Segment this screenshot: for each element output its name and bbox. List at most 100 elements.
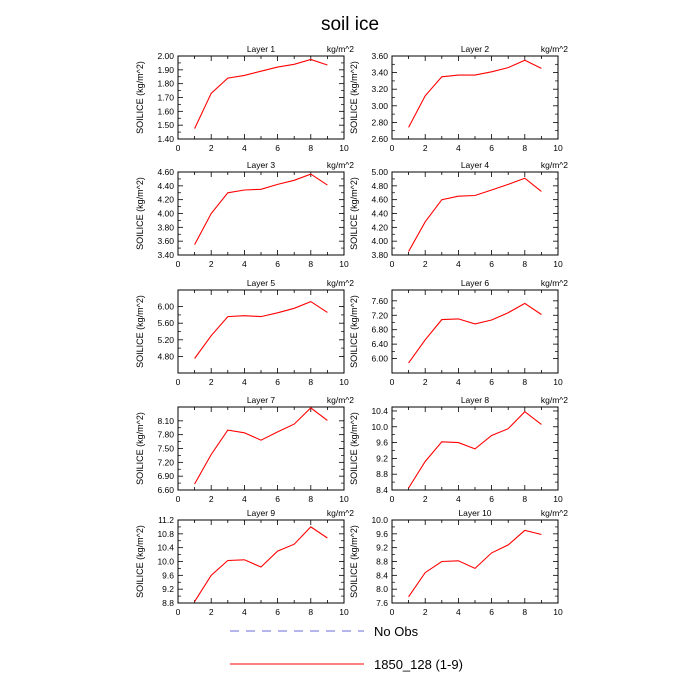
y-tick-label: 10.4	[157, 543, 174, 553]
x-tick-label: 10	[339, 143, 349, 153]
x-tick-label: 10	[553, 259, 563, 269]
y-tick-label: 4.20	[371, 222, 388, 232]
y-tick-label: 4.60	[371, 195, 388, 205]
y-tick-label: 2.00	[157, 51, 174, 61]
series-line	[194, 526, 328, 602]
x-tick-label: 6	[275, 494, 280, 504]
panel-units: kg/m^2	[541, 395, 568, 405]
y-tick-label: 1.90	[157, 65, 174, 75]
y-tick-label: 8.4	[376, 570, 388, 580]
plot-frame	[391, 55, 559, 140]
x-tick-label: 4	[456, 607, 461, 617]
x-tick-label: 8	[308, 607, 313, 617]
x-tick-label: 6	[489, 377, 494, 387]
y-axis-label: SOILICE (kg/m^2)	[135, 412, 145, 485]
x-tick-label: 10	[553, 607, 563, 617]
y-axis-label: SOILICE (kg/m^2)	[135, 525, 145, 598]
y-tick-label: 6.90	[157, 471, 174, 481]
panel-label: Layer 4	[461, 160, 490, 170]
panel-label: Layer 9	[247, 508, 276, 518]
y-axis-label: SOILICE (kg/m^2)	[349, 295, 359, 368]
y-tick-label: 1.70	[157, 93, 174, 103]
panel-6: 0 2 4 6 8 10 6.00 6.40 6.80 7.20 7.60 Layer 6 kg/m^2…	[349, 278, 568, 387]
y-tick-label: 2.60	[371, 134, 388, 144]
panel-label: Layer 1	[247, 44, 276, 54]
y-tick-label: 3.80	[371, 250, 388, 260]
series-line	[408, 410, 542, 489]
x-tick-label: 10	[339, 607, 349, 617]
series-line	[408, 302, 542, 364]
x-tick-label: 6	[275, 377, 280, 387]
x-tick-label: 10	[553, 143, 563, 153]
x-tick-label: 0	[176, 377, 181, 387]
x-tick-label: 8	[522, 607, 527, 617]
y-tick-label: 3.60	[157, 236, 174, 246]
series-line	[408, 59, 542, 128]
panel-units: kg/m^2	[541, 44, 568, 54]
x-tick-label: 6	[275, 607, 280, 617]
y-tick-label: 3.40	[371, 68, 388, 78]
x-tick-label: 8	[308, 143, 313, 153]
x-tick-label: 2	[423, 143, 428, 153]
panel-units: kg/m^2	[327, 278, 354, 288]
x-tick-label: 8	[308, 494, 313, 504]
panel-label: Layer 2	[461, 44, 490, 54]
legend: No Obs 1850_128 (1-9)	[230, 624, 463, 672]
y-tick-label: 4.00	[157, 209, 174, 219]
panel-2: 0 2 4 6 8 10 2.60 2.80 3.00 3.20 3.40 3.60 Layer 2 kg…	[349, 44, 568, 153]
panel-8: 0 2 4 6 8 10 8.4 8.8 9.2 9.6 10.0 10.4 Layer 8 kg/m^2…	[349, 395, 568, 504]
x-tick-label: 4	[456, 377, 461, 387]
x-tick-label: 2	[209, 494, 214, 504]
x-tick-label: 6	[489, 259, 494, 269]
x-tick-label: 10	[339, 259, 349, 269]
y-axis-label: SOILICE (kg/m^2)	[135, 61, 145, 134]
legend-label-1: No Obs	[374, 624, 419, 639]
x-tick-label: 0	[390, 494, 395, 504]
y-tick-label: 6.00	[157, 302, 174, 312]
y-tick-label: 7.60	[371, 296, 388, 306]
x-tick-label: 0	[176, 494, 181, 504]
y-tick-label: 10.8	[157, 529, 174, 539]
series-line	[194, 58, 328, 129]
y-tick-label: 3.80	[157, 222, 174, 232]
panel-10: 0 2 4 6 8 10 7.6 8.0 8.4 8.8 9.2 9.6 10.0 Layer 10 kg/…	[349, 508, 568, 617]
panel-5: 0 2 4 6 8 10 4.80 5.20 5.60 6.00 Layer 5 kg/m^2 SOIL…	[135, 278, 354, 387]
y-tick-label: 6.80	[371, 325, 388, 335]
y-axis-label: SOILICE (kg/m^2)	[349, 177, 359, 250]
x-tick-label: 2	[423, 607, 428, 617]
panel-units: kg/m^2	[327, 160, 354, 170]
x-tick-label: 2	[209, 259, 214, 269]
x-tick-label: 6	[489, 143, 494, 153]
y-tick-label: 4.80	[371, 181, 388, 191]
y-tick-label: 10.0	[371, 515, 388, 525]
panel-label: Layer 10	[458, 508, 491, 518]
y-axis-label: SOILICE (kg/m^2)	[349, 61, 359, 134]
x-tick-label: 8	[522, 377, 527, 387]
x-tick-label: 4	[242, 143, 247, 153]
y-axis-label: SOILICE (kg/m^2)	[135, 295, 145, 368]
x-tick-label: 2	[423, 377, 428, 387]
x-tick-label: 8	[522, 494, 527, 504]
x-tick-label: 8	[308, 377, 313, 387]
x-tick-label: 4	[242, 259, 247, 269]
x-tick-label: 4	[456, 143, 461, 153]
panel-units: kg/m^2	[327, 44, 354, 54]
x-tick-label: 10	[553, 494, 563, 504]
series-line	[194, 173, 328, 245]
y-tick-label: 10.0	[157, 557, 174, 567]
x-tick-label: 4	[456, 494, 461, 504]
y-tick-label: 8.8	[376, 469, 388, 479]
figure-title: soil ice	[321, 14, 379, 35]
y-tick-label: 7.6	[376, 598, 388, 608]
y-tick-label: 5.20	[157, 335, 174, 345]
y-tick-label: 9.2	[162, 584, 174, 594]
panel-1: 0 2 4 6 8 10 1.40 1.50 1.60 1.70 1.80 1.90 2.00 Layer…	[135, 44, 354, 153]
panel-label: Layer 8	[461, 395, 490, 405]
y-axis-label: SOILICE (kg/m^2)	[349, 525, 359, 598]
x-tick-label: 0	[390, 607, 395, 617]
y-tick-label: 10.4	[371, 406, 388, 416]
x-tick-label: 0	[176, 143, 181, 153]
y-tick-label: 3.60	[371, 51, 388, 61]
y-tick-label: 9.6	[162, 570, 174, 580]
panel-label: Layer 3	[247, 160, 276, 170]
